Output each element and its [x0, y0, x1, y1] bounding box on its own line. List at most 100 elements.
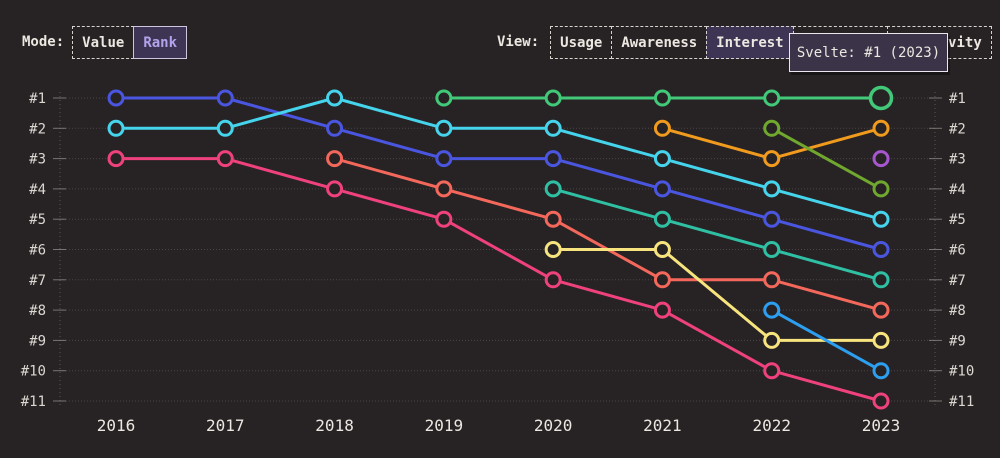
- data-point-teal-2021[interactable]: [653, 210, 671, 228]
- left-rank-label: #10: [21, 364, 46, 380]
- data-point-cyan-2022[interactable]: [763, 180, 781, 198]
- data-point-cyan-2019[interactable]: [435, 119, 453, 137]
- data-point-cyan-2021[interactable]: [653, 150, 671, 168]
- right-rank-label: #7: [949, 273, 966, 289]
- view-button-interest[interactable]: Interest: [706, 26, 794, 59]
- series-line-lime: [770, 126, 883, 191]
- data-point-cyan-2016[interactable]: [107, 119, 125, 137]
- left-rank-label: #5: [29, 212, 46, 228]
- left-rank-label: #11: [21, 394, 46, 410]
- series-line-blue: [114, 96, 883, 251]
- data-point-salmon-2021[interactable]: [653, 271, 671, 289]
- data-point-cyan-2017[interactable]: [216, 119, 234, 137]
- data-point-pink-2022[interactable]: [763, 362, 781, 380]
- data-point-salmon-2022[interactable]: [763, 271, 781, 289]
- data-point-blue-2023[interactable]: [872, 241, 890, 258]
- series-line-pink: [114, 157, 883, 403]
- mode-label: Mode:: [22, 34, 65, 50]
- mode-button-rank[interactable]: Rank: [133, 26, 188, 59]
- mode-toggle-group: Mode: Value Rank: [22, 26, 188, 59]
- data-point-cyan-2020[interactable]: [544, 119, 562, 137]
- right-rank-label: #8: [949, 303, 966, 319]
- data-point-cyan-2023[interactable]: [872, 210, 890, 228]
- year-label: 2023: [862, 416, 901, 435]
- right-rank-label: #1: [949, 91, 966, 107]
- data-point-salmon-2023[interactable]: [872, 301, 890, 319]
- left-rank-label: #8: [29, 303, 46, 319]
- series-line-cyan: [114, 96, 883, 221]
- data-point-Svelte-2020[interactable]: [544, 89, 562, 107]
- data-point-pink-2019[interactable]: [435, 210, 453, 228]
- series-line-lightblue: [770, 308, 883, 373]
- right-rank-label: #10: [949, 364, 974, 380]
- data-point-pink-2020[interactable]: [544, 271, 562, 289]
- data-point-purple-2023[interactable]: [872, 150, 890, 168]
- data-point-teal-2023[interactable]: [872, 271, 890, 289]
- data-point-orange-2022[interactable]: [763, 150, 781, 168]
- year-label: 2017: [206, 416, 245, 435]
- data-point-salmon-2019[interactable]: [435, 180, 453, 198]
- data-point-blue-2019[interactable]: [435, 150, 453, 168]
- tooltip: Svelte: #1 (2023): [789, 33, 948, 72]
- left-rank-label: #6: [29, 243, 46, 259]
- right-rank-label: #4: [949, 182, 966, 198]
- view-label: View:: [497, 34, 540, 50]
- year-label: 2016: [97, 416, 136, 435]
- mode-button-value[interactable]: Value: [72, 26, 135, 59]
- data-point-yellow-2023[interactable]: [872, 331, 890, 349]
- data-point-blue-2020[interactable]: [544, 150, 562, 168]
- year-label: 2020: [534, 416, 573, 435]
- data-point-teal-2020[interactable]: [544, 180, 562, 198]
- data-point-orange-2023[interactable]: [872, 119, 890, 137]
- data-point-salmon-2018[interactable]: [326, 150, 344, 168]
- right-rank-label: #9: [949, 333, 966, 349]
- data-point-orange-2021[interactable]: [653, 119, 671, 137]
- data-point-blue-2022[interactable]: [763, 210, 781, 228]
- right-rank-label: #3: [949, 152, 966, 168]
- data-point-Svelte-2022[interactable]: [763, 89, 781, 107]
- year-label: 2019: [425, 416, 464, 435]
- data-point-yellow-2022[interactable]: [763, 331, 781, 349]
- right-rank-label: #6: [949, 243, 966, 259]
- data-point-cyan-2018[interactable]: [326, 89, 344, 107]
- left-rank-label: #2: [29, 121, 46, 137]
- data-point-pink-2018[interactable]: [326, 180, 344, 198]
- data-point-teal-2022[interactable]: [763, 241, 781, 258]
- year-label: 2022: [752, 416, 791, 435]
- left-rank-label: #3: [29, 152, 46, 168]
- data-point-salmon-2020[interactable]: [544, 210, 562, 228]
- data-point-pink-2023[interactable]: [872, 392, 890, 410]
- right-rank-label: #5: [949, 212, 966, 228]
- series-line-teal: [551, 187, 883, 282]
- data-point-lightblue-2022[interactable]: [763, 301, 781, 319]
- data-point-lightblue-2023[interactable]: [872, 362, 890, 380]
- left-rank-label: #9: [29, 333, 46, 349]
- data-point-yellow-2020[interactable]: [544, 241, 562, 258]
- data-point-lime-2022[interactable]: [763, 119, 781, 137]
- data-point-pink-2016[interactable]: [107, 150, 125, 168]
- data-point-Svelte-2021[interactable]: [653, 89, 671, 107]
- right-rank-label: #2: [949, 121, 966, 137]
- data-point-lime-2023[interactable]: [872, 180, 890, 198]
- view-button-awareness[interactable]: Awareness: [611, 26, 708, 59]
- left-rank-label: #4: [29, 182, 46, 198]
- data-point-Svelte-2019[interactable]: [435, 89, 453, 107]
- right-rank-label: #11: [949, 394, 974, 410]
- series-line-salmon: [333, 157, 883, 312]
- year-label: 2018: [315, 416, 354, 435]
- year-label: 2021: [643, 416, 682, 435]
- highlighted-data-point-Svelte[interactable]: [868, 85, 894, 111]
- data-point-yellow-2021[interactable]: [653, 241, 671, 258]
- data-point-pink-2021[interactable]: [653, 301, 671, 319]
- tooltip-text: Svelte: #1 (2023): [796, 44, 941, 61]
- data-point-blue-2017[interactable]: [216, 89, 234, 107]
- left-rank-label: #1: [29, 91, 46, 107]
- data-point-blue-2021[interactable]: [653, 180, 671, 198]
- data-point-blue-2018[interactable]: [326, 119, 344, 137]
- view-button-usage[interactable]: Usage: [550, 26, 613, 59]
- data-point-pink-2017[interactable]: [216, 150, 234, 168]
- data-point-blue-2016[interactable]: [107, 89, 125, 107]
- left-rank-label: #7: [29, 273, 46, 289]
